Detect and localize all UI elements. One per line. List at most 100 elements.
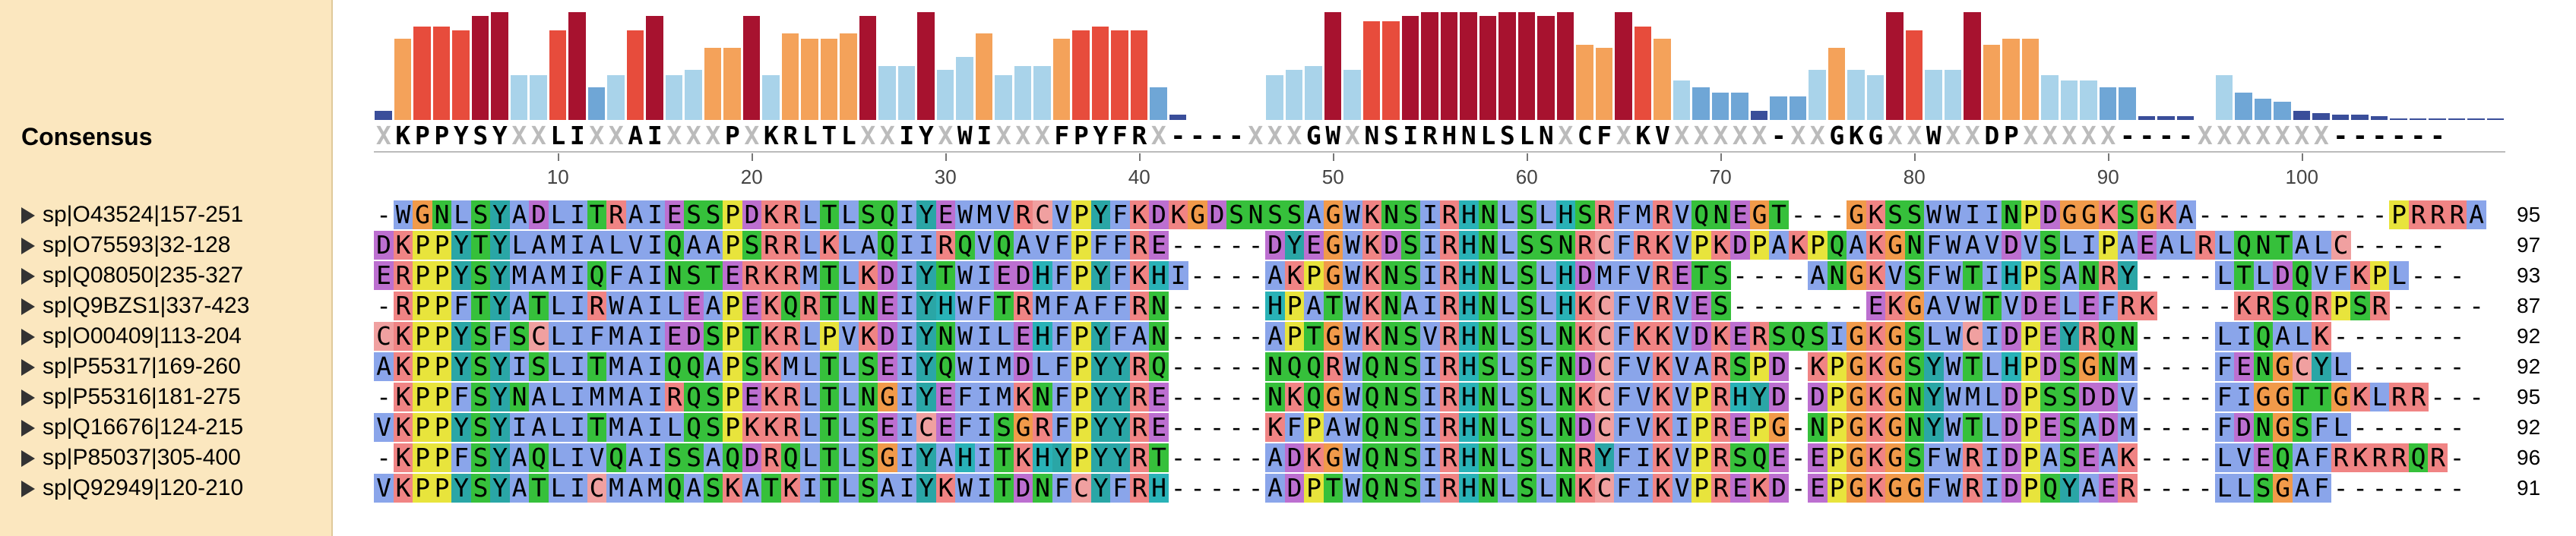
conservation-bar [1654,39,1671,120]
residue-cell: H [1149,474,1169,503]
residue-cell: E [742,292,762,320]
sequence-label[interactable]: sp|P85037|305-400 [21,443,241,472]
sequence-end-position: 87 [2517,294,2541,317]
residue-cell: Y [1090,383,1111,411]
residue-cell: R [1129,443,1150,472]
expand-triangle-icon[interactable] [21,329,35,345]
residue-cell: R [1963,443,1983,472]
residue-cell: T [470,231,491,260]
residue-cell: C [374,322,394,351]
expand-triangle-icon[interactable] [21,359,35,376]
residue-cell: - [1190,352,1205,381]
residue-cell: I [1963,200,1983,229]
residue-cell: N [432,200,452,229]
conservation-bar [2274,102,2291,120]
sequence-label[interactable]: sp|P55316|181-275 [21,383,241,411]
residue-cell: S [2059,383,2080,411]
residue-cell: Y [916,474,936,503]
residue-cell: E [935,200,956,229]
sequence-label[interactable]: sp|Q92949|120-210 [21,474,243,503]
residue-cell: E [2079,292,2099,320]
residue-cell: A [529,413,549,442]
residue-cell: R [780,231,801,260]
residue-cell: K [1653,231,1673,260]
consensus-residue: F [1112,121,1128,150]
residue-cell: A [2059,261,2080,290]
residue-cell: A [2118,231,2138,260]
expand-triangle-icon[interactable] [21,420,35,437]
expand-triangle-icon[interactable] [21,450,35,467]
sequence-label[interactable]: sp|Q08050|235-327 [21,261,243,290]
residue-cell: Y [1749,383,1770,411]
residue-cell: N [2098,352,2119,381]
residue-cell: K [1653,443,1673,472]
residue-cell: D [2079,383,2099,411]
residue-cell: - [1248,473,1264,503]
residue-cell: D [1730,231,1750,260]
residue-cell: D [684,322,704,351]
sequence-label[interactable]: sp|P55317|169-260 [21,352,241,381]
consensus-residue: X [2062,121,2078,150]
residue-cell: - [1229,230,1244,260]
residue-cell: L [1982,352,2002,381]
residue-cell: K [1653,383,1673,411]
residue-cell: - [2255,200,2271,229]
consensus-residue: - [1170,121,1186,150]
residue-cell: N [1555,413,1576,442]
residue-cell: A [2467,200,2486,229]
consensus-residue: Y [492,121,508,150]
sequence-label[interactable]: sp|Q9BZS1|337-423 [21,292,249,320]
residue-cell: M [1594,261,1615,290]
conservation-bar [781,33,799,120]
residue-cell: N [1381,474,1401,503]
residue-cell: R [664,383,685,411]
conservation-bar [1460,12,1477,120]
residue-cell: G [2137,200,2157,229]
residue-cell: - [2449,321,2465,351]
residue-cell: P [413,231,432,260]
residue-cell: - [2198,260,2213,290]
residue-cell: - [1209,291,1225,320]
sequence-label[interactable]: sp|O75593|32-128 [21,231,230,260]
expand-triangle-icon[interactable] [21,298,35,315]
residue-cell: S [2040,383,2060,411]
residue-cell: I [897,231,917,260]
consensus-residue: X [1344,121,1360,150]
residue-cell: Y [1090,443,1111,472]
residue-cell: W [1963,292,1983,320]
residue-cell: S [703,413,723,442]
expand-triangle-icon[interactable] [21,389,35,406]
residue-cell: R [2428,443,2448,472]
residue-cell: T [819,200,840,229]
residue-cell: P [413,261,432,290]
expand-triangle-icon[interactable] [21,268,35,285]
residue-cell: N [1904,231,1925,260]
sequence-label[interactable]: sp|O00409|113-204 [21,322,242,351]
residue-cell: F [2214,413,2235,442]
residue-cell: L [1498,383,1517,411]
residue-cell: K [1362,292,1382,320]
residue-cell: D [742,443,762,472]
residue-cell: S [703,322,723,351]
residue-cell: M [994,383,1014,411]
residue-cell: L [548,383,568,411]
residue-cell: S [994,413,1014,442]
residue-cell: N [1555,231,1576,260]
residue-cell: - [2159,321,2174,351]
expand-triangle-icon[interactable] [21,207,35,224]
consensus-label: Consensus [21,123,153,150]
consensus-residue: A [628,121,644,150]
expand-triangle-icon[interactable] [21,238,35,254]
sequence-label[interactable]: sp|O43524|157-251 [21,200,243,229]
residue-cell: K [1866,352,1886,381]
sequence-name: sp|Q92949|120-210 [43,475,244,500]
residue-cell: R [2369,292,2390,320]
residue-cell: - [1209,321,1225,351]
residue-cell: R [1129,474,1150,503]
residue-cell: N [1478,261,1498,290]
sequence-label[interactable]: sp|Q16676|124-215 [21,413,243,442]
expand-triangle-icon[interactable] [21,481,35,497]
